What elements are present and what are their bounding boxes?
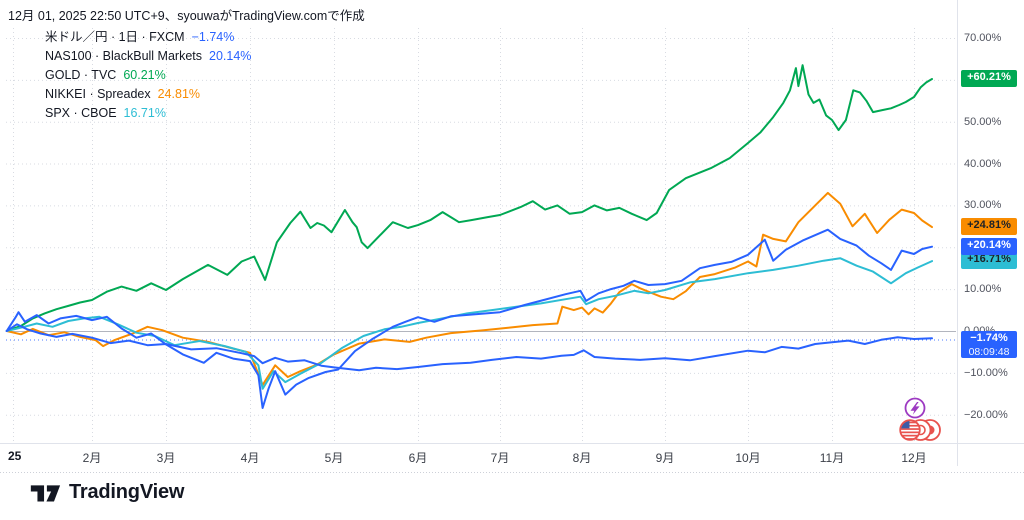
time-tick-label: 3月 [156, 451, 176, 465]
badge-change-value: +24.81% [967, 219, 1011, 232]
badge-change-value: +16.71% [967, 253, 1011, 266]
legend-change-value: 60.21% [123, 68, 166, 82]
time-tick-label: 9月 [655, 451, 675, 465]
legend: 米ドル／円 · 1日 · FXCM −1.74% NAS100 · BlackBul… [45, 28, 251, 123]
legend-change-value: −1.74% [191, 30, 235, 44]
legend-change-value: 20.14% [209, 49, 252, 63]
series-badge-value-nas100: +20.14% [961, 237, 1017, 255]
series-badge-value-usdjpy: −1.74% 08:09:48 [961, 331, 1017, 359]
time-tick-label: 11月 [819, 451, 845, 465]
legend-row[interactable]: NIKKEI · Spreadex 24.81% [45, 85, 251, 104]
price-tick-label: 10.00% [964, 283, 1002, 296]
tradingview-logo-text[interactable]: TradingView [69, 480, 185, 503]
attribution-text: 12月 01, 2025 22:50 UTC+9、syouwaがTradingV… [8, 9, 365, 23]
series-badge-value-gold: +60.21% [961, 69, 1017, 87]
time-tick-label: 12月 [901, 451, 927, 465]
price-tick-label: 30.00% [964, 199, 1002, 212]
badge-change-value: +60.21% [967, 70, 1011, 83]
legend-symbol-title: 米ドル／円 · 1日 · FXCM [45, 30, 185, 44]
legend-row[interactable]: 米ドル／円 · 1日 · FXCM −1.74% [45, 28, 251, 47]
price-tick-label: 70.00% [964, 31, 1002, 44]
time-tick-label: 5月 [324, 451, 344, 465]
series-line-gold[interactable] [5, 64, 933, 332]
legend-row[interactable]: NAS100 · BlackBull Markets 20.14% [45, 47, 251, 66]
badge-countdown: 08:09:48 [968, 346, 1010, 359]
series-line-nikkei[interactable] [5, 191, 933, 386]
series-line-spx[interactable] [5, 257, 933, 390]
legend-symbol-title: GOLD · TVC [45, 68, 117, 82]
legend-symbol-title: NIKKEI · Spreadex [45, 87, 151, 101]
legend-symbol-title: SPX · CBOE [45, 106, 117, 120]
price-tick-label: 50.00% [964, 115, 1002, 128]
legend-symbol-title: NAS100 · BlackBull Markets [45, 49, 203, 63]
time-tick-label: 25 [8, 449, 22, 463]
badge-change-value: +20.14% [967, 238, 1011, 251]
series-line-usdjpy[interactable] [5, 323, 933, 372]
footer: TradingView [28, 479, 184, 505]
time-tick-label: 7月 [490, 451, 510, 465]
price-tick-label: 40.00% [964, 157, 1002, 170]
time-tick-label: 8月 [572, 451, 592, 465]
series-badge-value-spx: +16.71% [961, 252, 1017, 270]
legend-row[interactable]: SPX · CBOE 16.71% [45, 104, 251, 123]
tradingview-logo-icon[interactable] [28, 479, 62, 505]
time-tick-label: 4月 [240, 451, 260, 465]
legend-row[interactable]: GOLD · TVC 60.21% [45, 66, 251, 85]
series-line-nas100[interactable] [5, 228, 933, 409]
price-tick-label: −20.00% [964, 408, 1008, 421]
legend-change-value: 24.81% [157, 87, 201, 101]
badge-change-value: −1.74% [970, 332, 1008, 345]
time-tick-label: 2月 [82, 451, 102, 465]
time-tick-label: 6月 [408, 451, 428, 465]
legend-change-value: 16.71% [123, 106, 166, 120]
series-badge-value-nikkei: +24.81% [961, 218, 1017, 236]
price-tick-label: −10.00% [964, 366, 1008, 379]
time-tick-label: 10月 [735, 451, 761, 465]
